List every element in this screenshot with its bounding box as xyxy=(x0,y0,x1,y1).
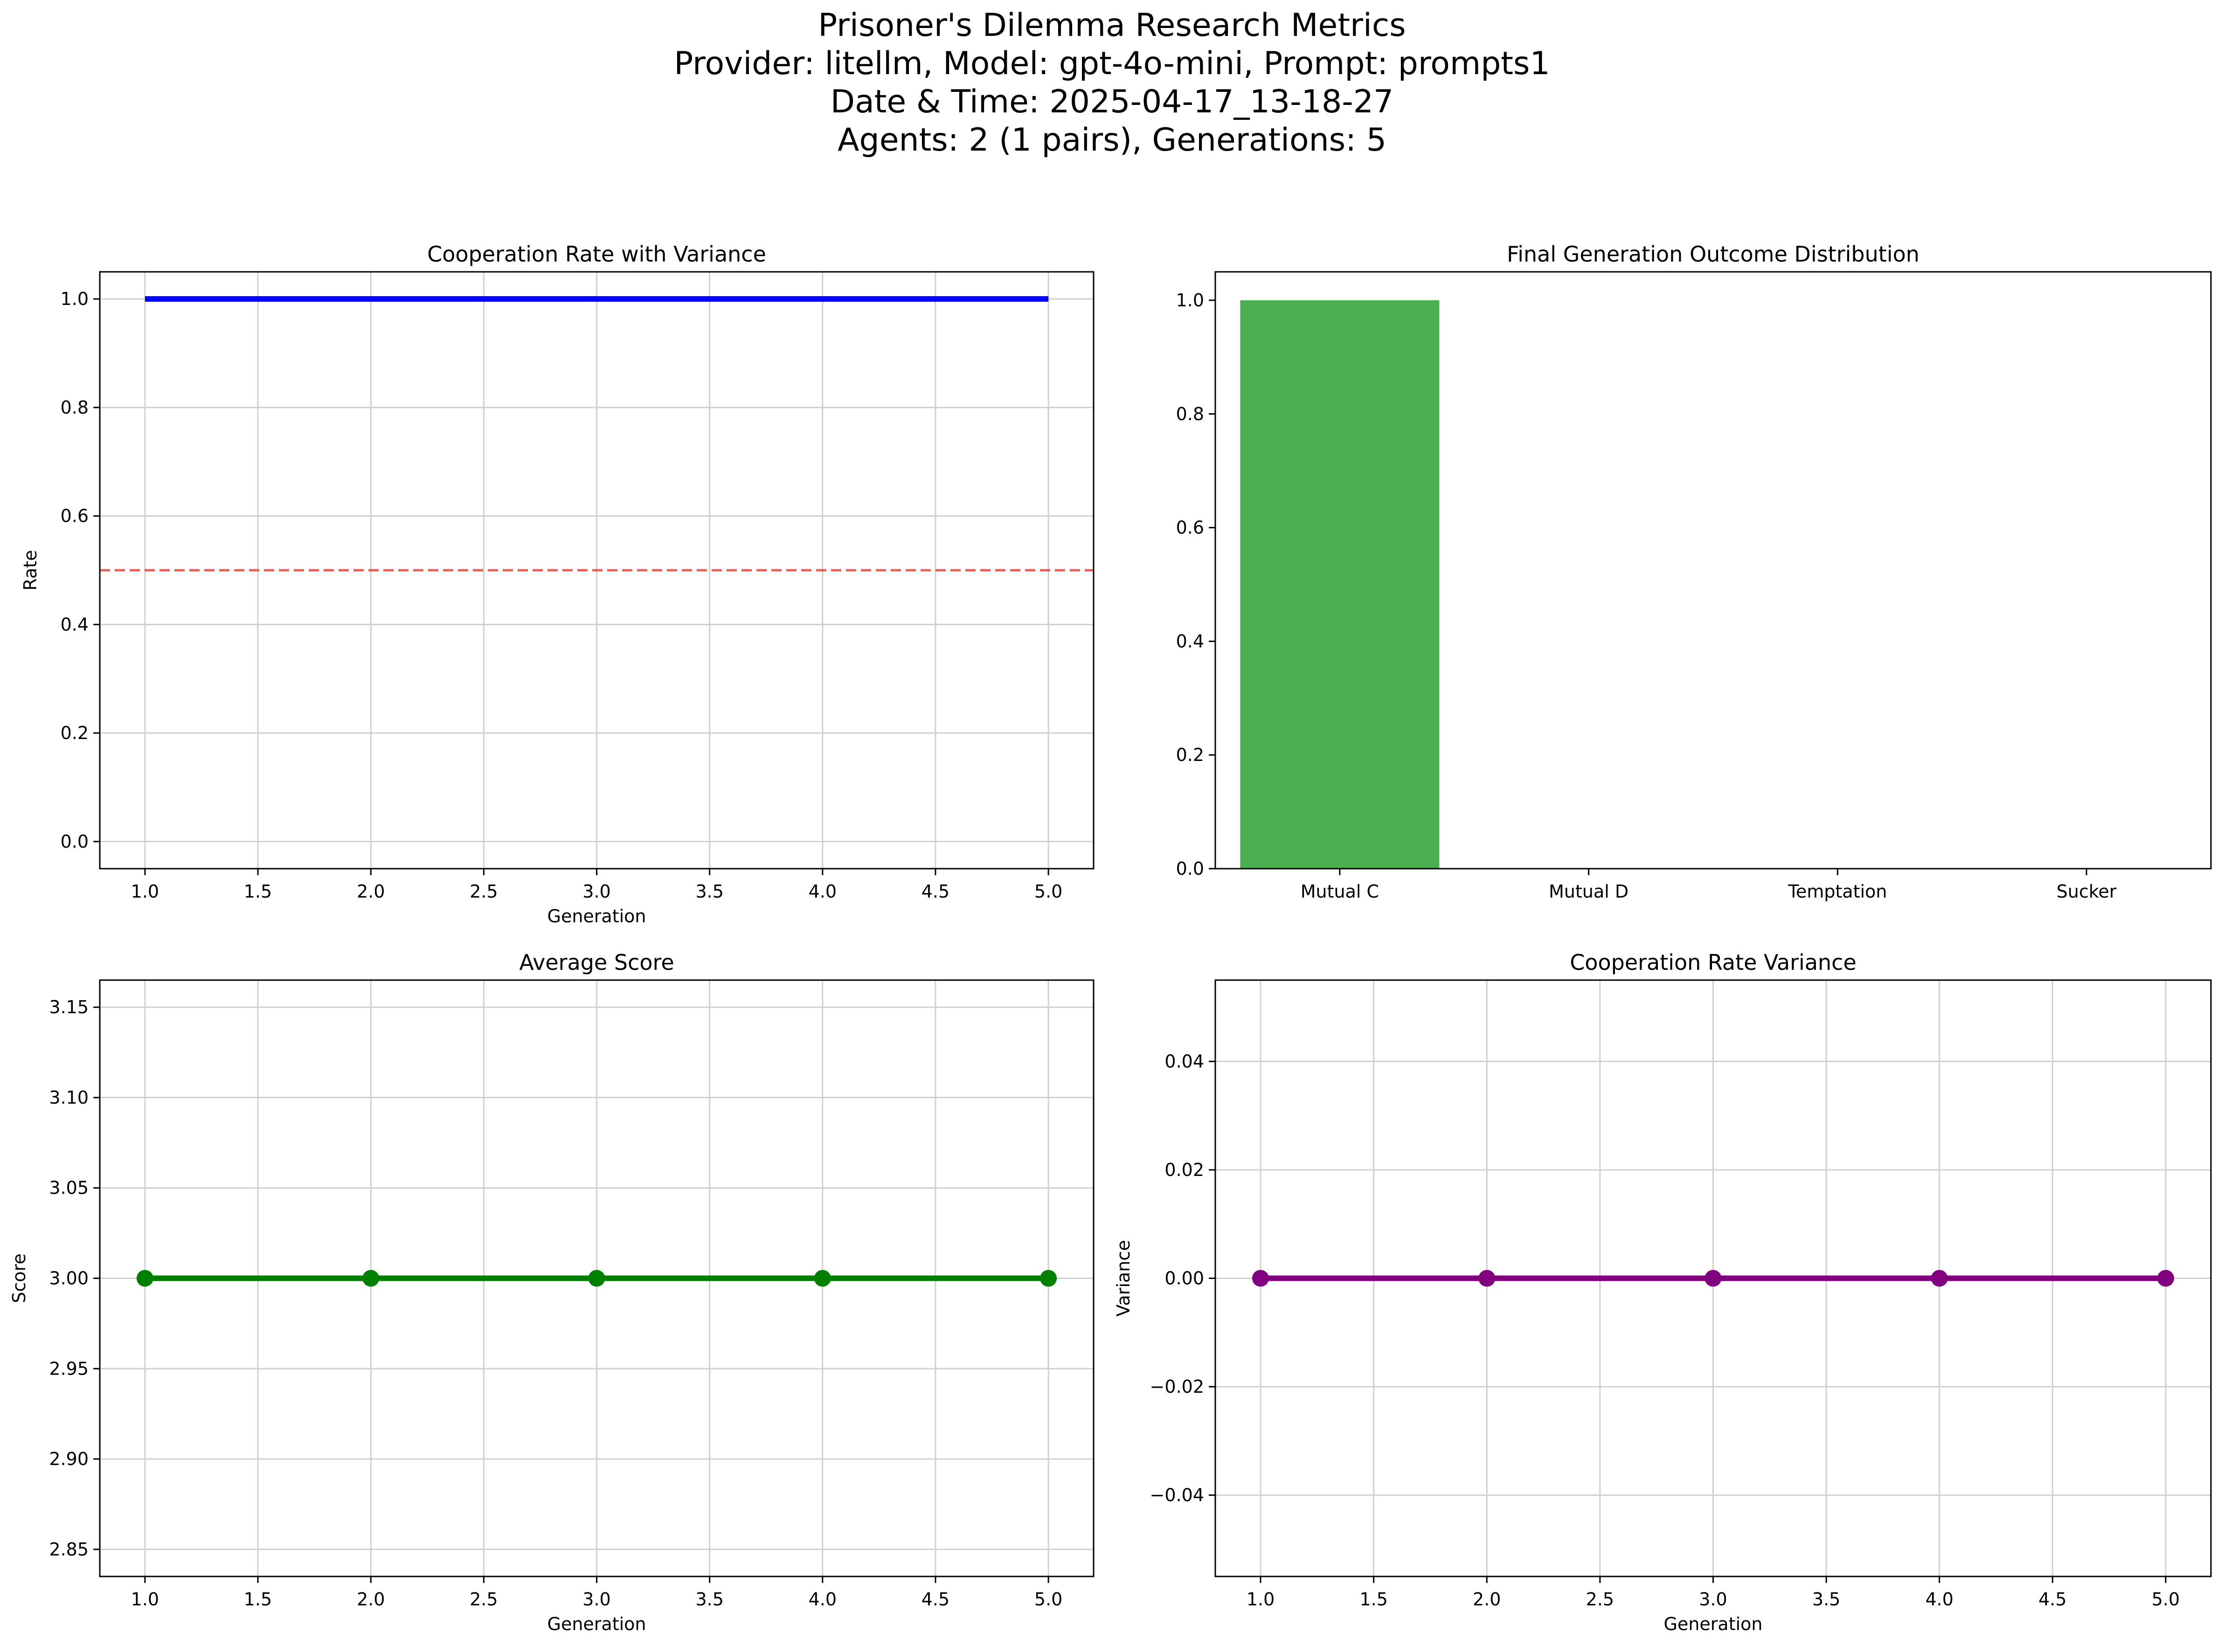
chart-1: Cooperation Rate with Variance 1.0 1.5 2.0 2… xyxy=(20,242,1095,926)
y-tick-label: 1.0 xyxy=(61,289,89,309)
category-label: Temptation xyxy=(1788,881,1887,902)
data-point xyxy=(362,1270,380,1287)
chart-title: Final Generation Outcome Distribution xyxy=(1507,242,1919,267)
figure-suptitle: Prisoner's Dilemma Research Metrics Prov… xyxy=(0,7,2224,159)
x-tick-label: 1.0 xyxy=(131,1589,159,1610)
chart-3: Average Score 1.0 1.5 2.0 2.5 3.0 3.5 4.0 4.5 5.0… xyxy=(9,950,1095,1634)
y-tick-label: 0.00 xyxy=(1164,1268,1204,1289)
x-tick-label: 3.5 xyxy=(695,1589,723,1610)
x-tick-label: 5.0 xyxy=(2152,1589,2180,1610)
category-label: Sucker xyxy=(2057,881,2117,902)
data-point xyxy=(1931,1270,1948,1287)
x-tick-label: 1.5 xyxy=(244,1589,272,1610)
x-tick-label: 3.5 xyxy=(695,881,723,902)
x-tick-label: 4.0 xyxy=(809,881,837,902)
y-tick-label: 0.04 xyxy=(1164,1051,1204,1071)
x-tick-label: 2.0 xyxy=(357,881,385,902)
x-axis-label: Generation xyxy=(547,1614,646,1634)
x-tick-label: 1.0 xyxy=(131,881,159,902)
suptitle-line-2: Provider: litellm, Model: gpt-4o-mini, P… xyxy=(674,45,1550,82)
chart-title: Average Score xyxy=(519,950,674,975)
y-tick-label: 0.02 xyxy=(1164,1160,1204,1180)
y-tick-label: 0.0 xyxy=(1176,858,1204,879)
x-tick-label: 2.5 xyxy=(470,881,498,902)
y-axis-label: Rate xyxy=(20,550,41,590)
category-label: Mutual D xyxy=(1549,881,1628,902)
x-tick-label: 1.5 xyxy=(1359,1589,1387,1610)
x-tick-label: 3.5 xyxy=(1812,1589,1840,1610)
x-tick-label: 3.0 xyxy=(582,1589,610,1610)
y-tick-label: 3.05 xyxy=(49,1178,89,1198)
data-point xyxy=(1040,1270,1057,1287)
y-tick-label: 0.8 xyxy=(61,397,89,418)
suptitle-line-4: Agents: 2 (1 pairs), Generations: 5 xyxy=(838,122,1386,159)
y-tick-label: 0.4 xyxy=(61,614,89,635)
x-axis-label: Generation xyxy=(547,906,646,926)
data-point xyxy=(814,1270,831,1287)
y-tick-label: −0.02 xyxy=(1150,1376,1204,1397)
suptitle-line-1: Prisoner's Dilemma Research Metrics xyxy=(818,7,1406,44)
y-tick-label: 2.90 xyxy=(49,1449,89,1469)
x-tick-label: 2.5 xyxy=(1586,1589,1614,1610)
data-point xyxy=(1478,1270,1496,1287)
y-tick-label: 0.0 xyxy=(61,831,89,852)
x-tick-label: 4.5 xyxy=(921,1589,949,1610)
y-tick-label: 0.6 xyxy=(61,506,89,526)
axes-frame xyxy=(99,271,1095,870)
y-tick-label: 0.4 xyxy=(1176,631,1204,651)
y-tick-label: 0.2 xyxy=(1176,745,1204,765)
y-tick-label: −0.04 xyxy=(1150,1485,1204,1506)
x-tick-label: 1.5 xyxy=(244,881,272,902)
chart-title: Cooperation Rate Variance xyxy=(1570,950,1857,975)
suptitle-line-3: Date & Time: 2025-04-17_13-18-27 xyxy=(830,83,1394,120)
x-tick-label: 4.0 xyxy=(1926,1589,1954,1610)
y-axis-label: Variance xyxy=(1113,1240,1134,1316)
data-point xyxy=(588,1270,605,1287)
y-tick-label: 2.95 xyxy=(49,1358,89,1379)
chart-title: Cooperation Rate with Variance xyxy=(427,242,766,267)
data-point xyxy=(2157,1270,2174,1287)
data-point xyxy=(1252,1270,1269,1287)
x-tick-label: 1.0 xyxy=(1247,1589,1275,1610)
category-label: Mutual C xyxy=(1301,881,1379,902)
x-tick-label: 3.0 xyxy=(1699,1589,1727,1610)
x-tick-label: 3.0 xyxy=(582,881,610,902)
bar xyxy=(1240,300,1440,869)
data-point xyxy=(136,1270,153,1287)
x-tick-label: 2.5 xyxy=(470,1589,498,1610)
y-tick-label: 0.6 xyxy=(1176,518,1204,538)
x-tick-label: 4.0 xyxy=(809,1589,837,1610)
axes-frame xyxy=(1214,271,2212,870)
y-tick-label: 0.8 xyxy=(1176,404,1204,424)
data-point xyxy=(1704,1270,1722,1287)
chart-4: Cooperation Rate Variance 1.0 1.5 2.0 2.5 3.0… xyxy=(1113,950,2212,1634)
x-axis-label: Generation xyxy=(1664,1614,1763,1634)
x-tick-label: 5.0 xyxy=(1034,881,1062,902)
y-tick-label: 3.15 xyxy=(49,997,89,1017)
y-tick-label: 3.10 xyxy=(49,1087,89,1108)
x-tick-label: 2.0 xyxy=(357,1589,385,1610)
x-tick-label: 2.0 xyxy=(1473,1589,1501,1610)
y-tick-label: 1.0 xyxy=(1176,290,1204,311)
x-tick-label: 4.5 xyxy=(921,881,949,902)
chart-2: Final Generation Outcome Distribution Mut… xyxy=(1176,242,2212,902)
axes-frame xyxy=(99,979,1095,1577)
y-tick-label: 0.2 xyxy=(61,723,89,743)
y-tick-label: 2.85 xyxy=(49,1539,89,1560)
x-tick-label: 5.0 xyxy=(1034,1589,1062,1610)
y-axis-label: Score xyxy=(9,1253,29,1303)
y-tick-label: 3.00 xyxy=(49,1268,89,1289)
axes-frame xyxy=(1214,979,2212,1577)
x-tick-label: 4.5 xyxy=(2038,1589,2066,1610)
